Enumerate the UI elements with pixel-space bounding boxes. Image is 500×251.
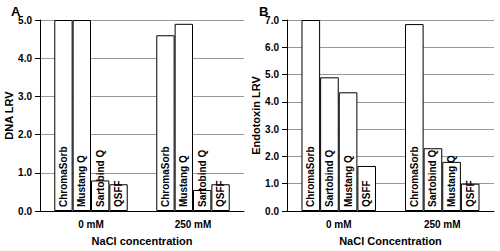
svg-text:Mustang Q: Mustang Q: [76, 155, 87, 207]
svg-text:QSFF: QSFF: [465, 180, 476, 207]
svg-text:Endotoxin LRV: Endotoxin LRV: [250, 76, 262, 155]
svg-text:Mustang Q: Mustang Q: [343, 155, 354, 207]
svg-text:QSFF: QSFF: [215, 180, 226, 207]
svg-text:1.0: 1.0: [265, 178, 279, 189]
svg-text:4.0: 4.0: [265, 96, 279, 107]
svg-text:B: B: [259, 4, 268, 19]
svg-text:2.0: 2.0: [18, 129, 32, 140]
svg-text:0 mM: 0 mM: [326, 219, 352, 230]
svg-text:NaCl concentration: NaCl concentration: [92, 235, 193, 247]
svg-text:ChromaSorb: ChromaSorb: [409, 146, 420, 207]
svg-text:5.0: 5.0: [265, 69, 279, 80]
svg-text:Mustang Q: Mustang Q: [446, 155, 457, 207]
svg-text:QSFF: QSFF: [113, 180, 124, 207]
svg-text:6.0: 6.0: [265, 42, 279, 53]
svg-text:7.0: 7.0: [265, 14, 279, 26]
svg-text:250 mM: 250 mM: [175, 219, 212, 230]
svg-text:ChromaSorb: ChromaSorb: [305, 146, 316, 207]
svg-text:0 mM: 0 mM: [78, 219, 104, 230]
svg-text:Mustang Q: Mustang Q: [178, 155, 189, 207]
svg-text:250 mM: 250 mM: [424, 219, 461, 230]
svg-text:QSFF: QSFF: [361, 180, 372, 207]
svg-text:Sartobind Q: Sartobind Q: [427, 150, 438, 207]
svg-text:3.0: 3.0: [18, 91, 32, 102]
svg-text:Sartobind Q: Sartobind Q: [95, 150, 106, 207]
svg-text:ChromaSorb: ChromaSorb: [58, 146, 69, 207]
svg-text:3.0: 3.0: [265, 124, 279, 135]
svg-text:ChromaSorb: ChromaSorb: [160, 146, 171, 207]
svg-text:Sartobind Q: Sartobind Q: [197, 150, 208, 207]
svg-text:5.0: 5.0: [18, 14, 32, 26]
svg-text:0.0: 0.0: [265, 206, 279, 217]
svg-text:DNA LRV: DNA LRV: [3, 91, 15, 140]
svg-text:A: A: [11, 4, 21, 19]
svg-text:1.0: 1.0: [18, 167, 32, 178]
svg-text:NaCl Concentration: NaCl Concentration: [339, 235, 442, 247]
svg-text:4.0: 4.0: [18, 53, 32, 64]
svg-text:0.0: 0.0: [18, 206, 32, 217]
svg-text:2.0: 2.0: [265, 151, 279, 162]
svg-text:Sartobind Q: Sartobind Q: [324, 150, 335, 207]
